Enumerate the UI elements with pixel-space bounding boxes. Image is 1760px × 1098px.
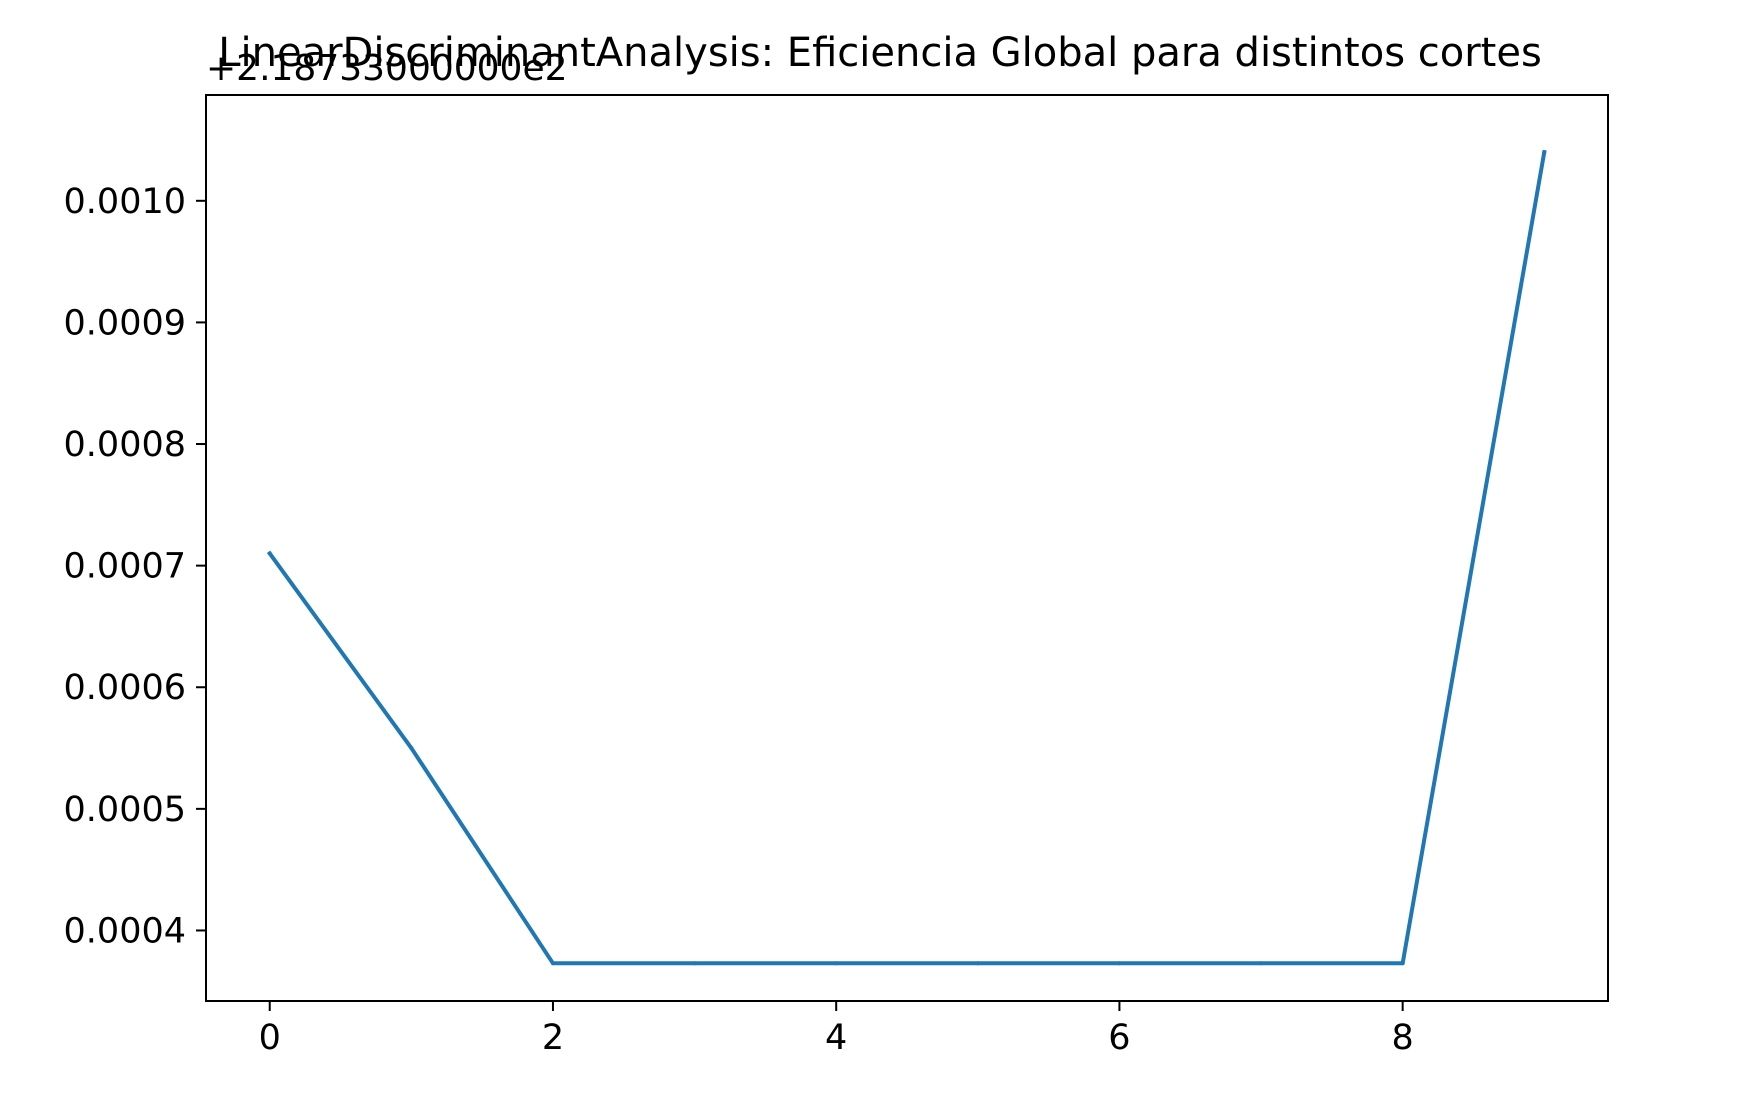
chart-title: LinearDiscriminantAnalysis: Eficiencia G… bbox=[218, 30, 1542, 76]
data-point bbox=[1542, 150, 1547, 155]
y-tick-label: 0.0004 bbox=[64, 911, 186, 951]
y-axis-offset-label: +2.18733000000e2 bbox=[206, 48, 568, 89]
data-point bbox=[975, 961, 980, 966]
x-tick-label: 4 bbox=[825, 1018, 847, 1058]
data-point bbox=[1117, 961, 1122, 966]
y-tick-label: 0.0007 bbox=[64, 547, 186, 587]
series-line bbox=[266, 149, 1547, 966]
data-point bbox=[1400, 961, 1405, 966]
x-tick-label: 0 bbox=[259, 1018, 281, 1058]
data-point bbox=[267, 551, 272, 556]
y-tick-label: 0.0006 bbox=[64, 668, 186, 708]
data-point bbox=[1259, 961, 1264, 966]
series-layer bbox=[266, 149, 1547, 966]
y-axis-ticks: 0.0004 0.0005 0.0006 0.0007 0.0008 0.0009 0.00… bbox=[64, 182, 206, 951]
x-tick-label: 2 bbox=[542, 1018, 564, 1058]
data-point bbox=[692, 961, 697, 966]
x-axis-ticks: 0 2 4 6 8 bbox=[259, 1001, 1414, 1058]
x-tick-label: 8 bbox=[1392, 1018, 1414, 1058]
y-tick-label: 0.0010 bbox=[64, 182, 186, 222]
data-point bbox=[550, 961, 555, 966]
data-point bbox=[834, 961, 839, 966]
y-tick-label: 0.0005 bbox=[64, 790, 186, 830]
y-tick-label: 0.0009 bbox=[64, 303, 186, 343]
y-tick-label: 0.0008 bbox=[64, 425, 186, 465]
plot-area-frame bbox=[205, 94, 1609, 1002]
x-tick-label: 6 bbox=[1108, 1018, 1130, 1058]
data-point bbox=[409, 746, 414, 751]
